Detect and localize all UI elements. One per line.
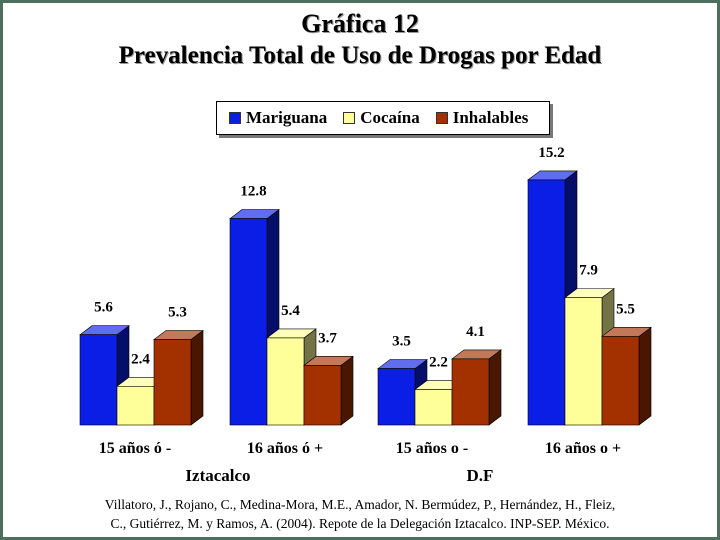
legend-swatch-cocaina (343, 112, 356, 124)
bar-side-inhalables-2 (488, 349, 502, 426)
bar-cocana-0 (116, 385, 155, 426)
category-label-2: 15 años o - (396, 440, 468, 457)
legend-item-cocaina: Cocaína (343, 108, 420, 128)
source-line-2: C., Gutiérrez, M. y Ramos, A. (2004). Re… (110, 516, 610, 531)
legend-swatch-inhalables (435, 112, 448, 124)
chart-title: Gráfica 12 (301, 9, 419, 38)
value-label-cocana-1: 5.4 (281, 303, 300, 319)
chart-subtitle: Prevalencia Total de Uso de Drogas por E… (118, 42, 602, 69)
source-citation: Villatoro, J., Rojano, C., Medina-Mora, … (30, 495, 690, 533)
value-label-mariguana-3: 15.2 (538, 145, 564, 161)
legend-label-inhalables: Inhalables (452, 108, 529, 127)
value-label-inhalables-2: 4.1 (466, 324, 485, 340)
bar-side-inhalables-0 (190, 329, 204, 426)
chart-legend: Mariguana Cocaína Inhalables (216, 101, 550, 135)
source-line-1: Villatoro, J., Rojano, C., Medina-Mora, … (104, 497, 616, 512)
value-label-inhalables-1: 3.7 (318, 330, 337, 346)
category-label-1: 16 años ó + (247, 440, 323, 457)
group-label-df: D.F (467, 466, 494, 485)
bar-cocana-2 (414, 389, 453, 426)
legend-swatch-mariguana (229, 112, 241, 124)
legend-label-mariguana: Mariguana (246, 108, 328, 127)
bar-mariguana-1 (229, 218, 268, 426)
value-label-cocana-0: 2.4 (131, 351, 150, 367)
bar-inhalables-3 (601, 336, 640, 426)
bar-mariguana-3 (527, 179, 566, 426)
value-label-mariguana-2: 3.5 (392, 334, 411, 350)
value-label-cocana-2: 2.2 (429, 355, 448, 371)
value-label-mariguana-1: 12.8 (240, 184, 266, 200)
bar-side-inhalables-3 (638, 326, 652, 426)
bar-cocana-3 (564, 297, 603, 426)
legend-item-mariguana: Mariguana (229, 108, 327, 128)
category-label-0: 15 años ó - (99, 440, 171, 457)
bar-cocana-1 (266, 337, 305, 426)
value-label-inhalables-3: 5.5 (616, 301, 635, 317)
value-label-mariguana-0: 5.6 (94, 300, 113, 316)
bar-mariguana-0 (79, 334, 118, 426)
legend-label-cocaina: Cocaína (360, 108, 420, 127)
bar-mariguana-2 (377, 368, 416, 426)
legend-item-inhalables: Inhalables (435, 108, 529, 128)
bar-inhalables-1 (303, 365, 342, 426)
category-label-3: 16 años o + (545, 440, 621, 457)
group-label-iztacalco: Iztacalco (185, 466, 250, 485)
value-label-inhalables-0: 5.3 (168, 305, 187, 321)
bar-side-inhalables-1 (340, 355, 354, 426)
chart-title-block: Gráfica 12 Prevalencia Total de Uso de D… (0, 8, 720, 72)
value-label-cocana-3: 7.9 (579, 263, 598, 279)
bar-inhalables-2 (451, 358, 490, 426)
bar-inhalables-0 (153, 339, 192, 426)
